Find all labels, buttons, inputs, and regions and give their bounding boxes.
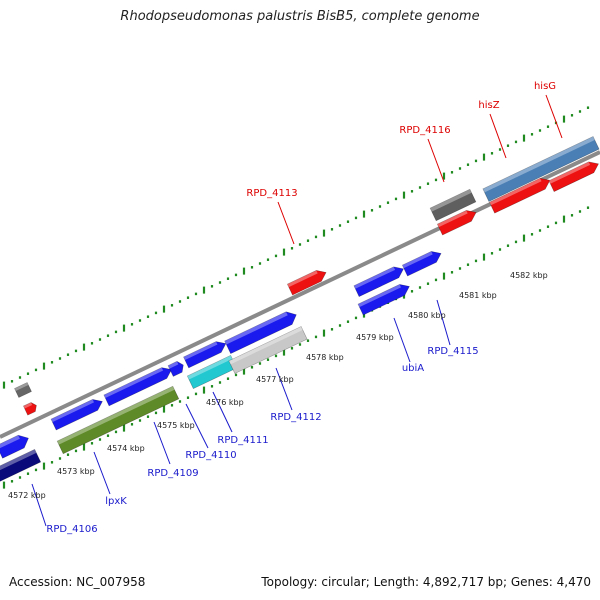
gene-rpd4112-gray (228, 326, 308, 374)
map-title: Rhodopseudomonas palustris BisB5, comple… (120, 9, 480, 24)
gene-label-rpd-4110: RPD_4110 (185, 450, 236, 461)
gene-rpd4109 (103, 367, 172, 407)
leader-top-2 (489, 113, 507, 159)
leader-bottom-2 (153, 421, 171, 465)
gene-label-rpd-4115: RPD_4115 (427, 346, 478, 357)
gene-label-rpd-4111: RPD_4111 (217, 435, 268, 446)
gene-rpd4111 (183, 341, 227, 369)
topology-text: Topology: circular; Length: 4,892,717 bp… (261, 575, 591, 589)
gene-lpxK-top (50, 399, 103, 431)
scale-label-2: 4574 kbp (107, 444, 145, 453)
gene-label-rpd-4109: RPD_4109 (147, 468, 198, 479)
gene-hisG-red (548, 161, 599, 192)
gene-label-rpd-4106: RPD_4106 (46, 524, 97, 535)
gene-label-lpxk: lpxK (105, 496, 127, 507)
leader-bottom-4 (212, 391, 233, 433)
leader-bottom-7 (436, 299, 451, 346)
scale-label-5: 4577 kbp (256, 375, 294, 384)
scale-label-4: 4576 kbp (206, 398, 244, 407)
leader-top-3 (545, 94, 563, 139)
gene-top-red-left (23, 402, 37, 416)
gene-label-rpd-4112: RPD_4112 (270, 412, 321, 423)
gene-label-rpd_4116: RPD_4116 (399, 125, 450, 136)
gene-label-rpd_4113: RPD_4113 (246, 188, 297, 199)
gene-rpd4116-red (436, 210, 477, 236)
gene-hisG (482, 136, 600, 202)
scale-label-3: 4575 kbp (157, 421, 195, 430)
scale-label-1: 4573 kbp (57, 467, 95, 476)
scale-label-0: 4572 kbp (8, 491, 46, 500)
leader-top-1 (427, 138, 445, 183)
accession-text: Accession: NC_007958 (9, 575, 146, 589)
gene-label-hisg: hisG (534, 81, 556, 92)
gene-lpxK (56, 385, 180, 455)
gene-top-gray-left (14, 382, 32, 398)
gene-label-hisz: hisZ (478, 100, 499, 111)
gene-label-ubia: ubiA (402, 363, 424, 374)
scale-label-7: 4579 kbp (356, 333, 394, 342)
leader-bottom-5 (275, 367, 293, 411)
leader-bottom-1 (93, 451, 111, 495)
leader-bottom-6 (393, 317, 411, 363)
scale-label-10: 4582 kbp (510, 271, 548, 280)
gene-hisZ (489, 177, 551, 214)
leader-bottom-3 (185, 403, 209, 449)
gene-rpd4113 (286, 270, 327, 296)
gene-rpd4110 (167, 361, 184, 377)
leader-bottom-0 (31, 483, 47, 527)
gene-ubiA-top (353, 266, 404, 297)
leader-top-0 (277, 201, 295, 245)
gene-rpd4115 (401, 251, 442, 277)
gene-rpd4116-gray (429, 188, 477, 222)
gene-rpd4106 (0, 448, 42, 484)
scale-label-6: 4578 kbp (306, 353, 344, 362)
scale-label-9: 4581 kbp (459, 291, 497, 300)
gene-rpd4112 (224, 311, 297, 355)
scale-label-8: 4580 kbp (408, 311, 446, 320)
gene-bottom-blue-left (0, 434, 29, 459)
gene-ubiA (357, 284, 410, 316)
